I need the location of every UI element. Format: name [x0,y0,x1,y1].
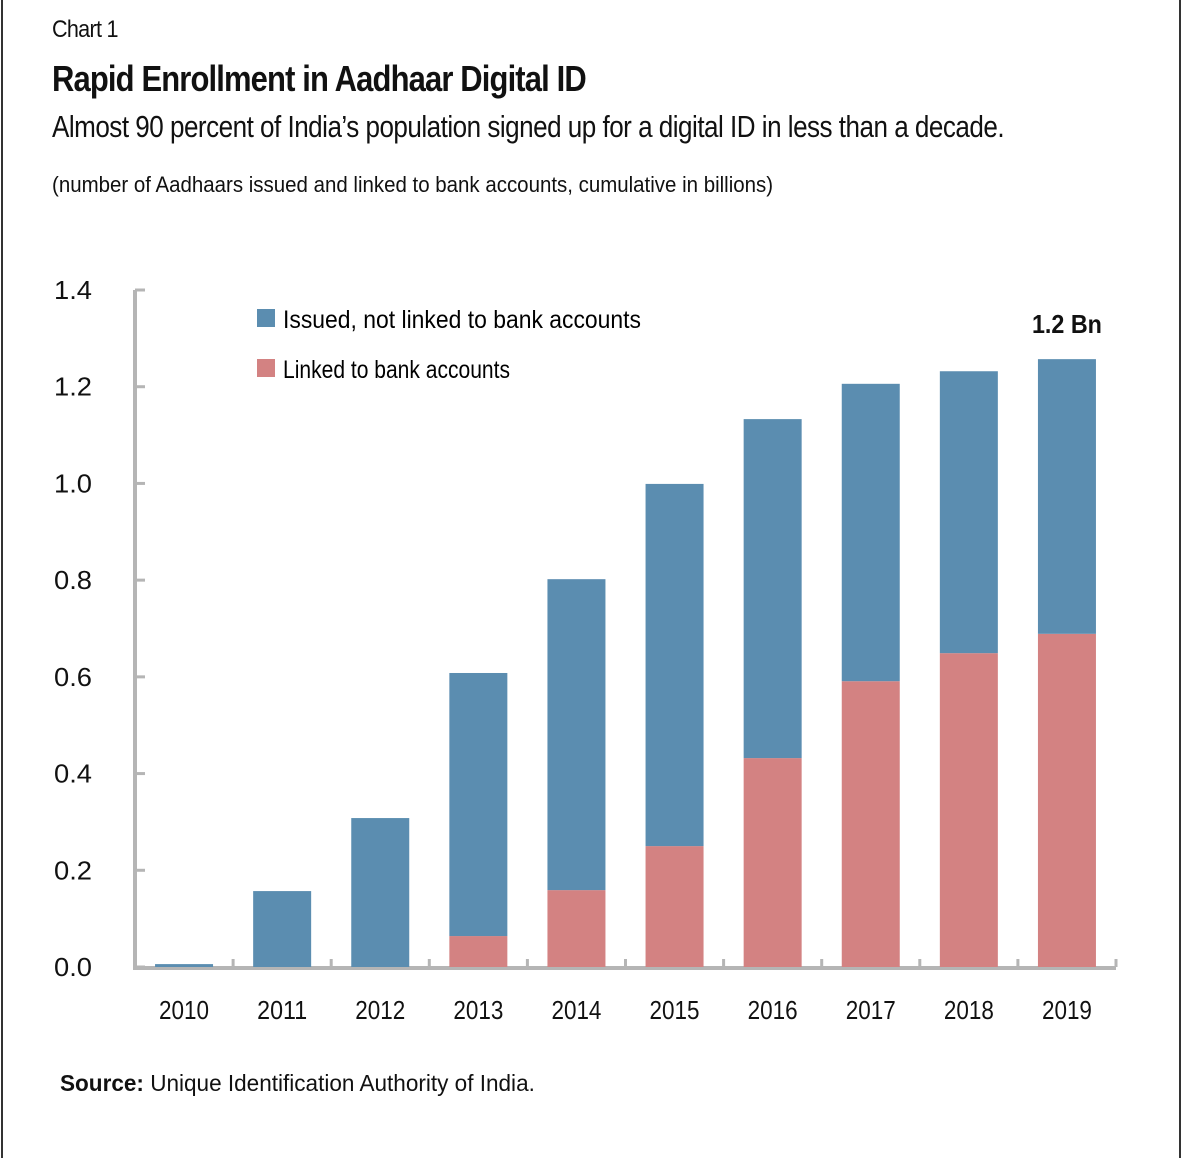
bar-issued-not-linked [253,891,312,967]
source-text: Unique Identification Authority of India… [143,1070,535,1096]
bar-linked [1037,633,1096,967]
x-tick-label: 2013 [453,995,503,1025]
chart-number: Chart 1 [52,16,119,43]
source-note: Source: Unique Identification Authority … [60,1070,535,1097]
y-tick-label: 0.0 [54,952,92,982]
bar-linked [645,846,704,967]
bar-issued-not-linked [449,672,508,937]
source-label: Source: [60,1070,144,1096]
bar-issued-not-linked [939,371,998,654]
x-tick-label: 2010 [159,995,209,1025]
y-tick-label: 0.8 [54,565,92,595]
y-tick-label: 1.4 [54,275,92,305]
legend-label-linked: Linked to bank accounts [283,356,510,384]
x-tick-label: 2017 [846,995,896,1025]
x-axis: 2010 2011 2012 2013 2014 2015 2016 2017 2018 2019 [133,959,1118,1025]
bar-linked [841,681,900,967]
bar-linked [743,758,802,967]
bar-issued-not-linked [351,818,410,967]
y-tick-label: 0.4 [54,759,92,789]
units-note: (number of Aadhaars issued and linked to… [52,172,774,197]
y-tick-label: 0.6 [54,662,92,692]
chart-subtitle: Almost 90 percent of India’s population … [52,109,1005,144]
bar-issued-not-linked [743,419,802,759]
bar-issued-not-linked [1037,359,1096,634]
x-tick-label: 2011 [257,995,307,1025]
chart-title: Rapid Enrollment in Aadhaar Digital ID [52,58,587,99]
bar-linked [939,653,998,967]
legend-swatch-issued [257,309,275,327]
y-tick-label: 1.2 [54,372,92,402]
annotations: 1.2 Bn [1032,309,1102,339]
x-tick-label: 2012 [355,995,405,1025]
legend-swatch-linked [257,359,275,377]
bar-issued-not-linked [645,483,704,847]
total-annotation: 1.2 Bn [1032,309,1102,339]
y-tick-label: 1.0 [54,468,92,498]
bars [155,359,1096,967]
x-tick-label: 2015 [650,995,700,1025]
x-tick-label: 2016 [748,995,798,1025]
legend-label-issued: Issued, not linked to bank accounts [283,306,641,334]
y-tick-label: 0.2 [54,855,92,885]
legend: Issued, not linked to bank accounts Link… [257,306,641,384]
x-tick-label: 2018 [944,995,994,1025]
bar-issued-not-linked [841,383,900,682]
x-tick-label: 2014 [551,995,601,1025]
bar-linked [449,936,508,967]
y-axis: 0.0 0.2 0.4 0.6 0.8 1.0 1.2 1.4 [54,275,145,982]
bar-linked [547,890,606,967]
bar-issued-not-linked [547,579,606,891]
x-tick-label: 2019 [1042,995,1092,1025]
bar-issued-not-linked [155,964,214,967]
